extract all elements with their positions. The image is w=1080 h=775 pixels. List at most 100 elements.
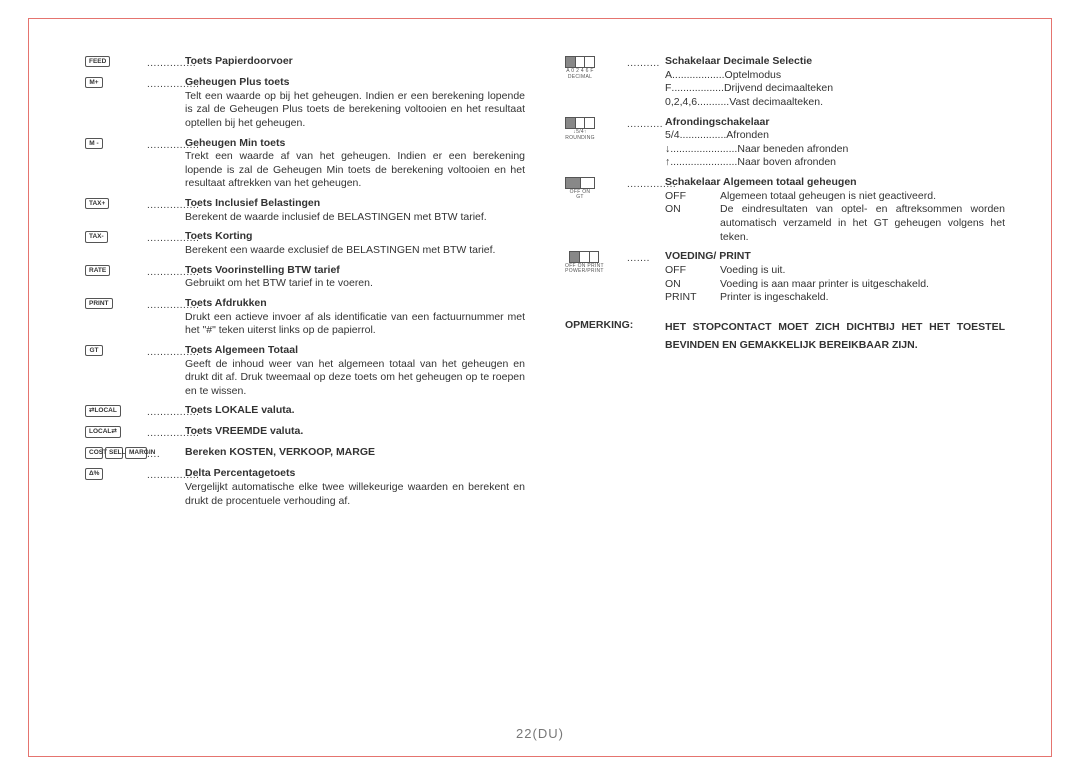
- entry-title: Afrondingschakelaar: [665, 116, 769, 128]
- dots: ................: [147, 467, 185, 508]
- entry: TAX- ................ Toets KortingBerek…: [85, 230, 525, 257]
- switch-icon: OFF ON PRINT POWER/PRINT: [565, 250, 604, 274]
- entry-body: Schakelaar Decimale Selectie A ..........…: [665, 55, 1005, 110]
- entry-body: Bereken KOSTEN, VERKOOP, MARGE: [185, 446, 525, 461]
- icon-cell: OFF ON GT: [565, 176, 627, 244]
- entry: ↓5/4↑ROUNDING ........... Afrondingschak…: [565, 116, 1005, 171]
- icon-cell: OFF ON PRINT POWER/PRINT: [565, 250, 627, 305]
- entry: A 0 2 4 6 FDECIMAL .......... Schakelaar…: [565, 55, 1005, 110]
- dots: ....: [147, 446, 185, 461]
- entry: LOCAL⇄ ................ Toets VREEMDE va…: [85, 425, 525, 440]
- content: FEED ............... Toets Papierdoorvoe…: [85, 55, 1005, 735]
- entry: FEED ............... Toets Papierdoorvoe…: [85, 55, 525, 70]
- switch-icon: OFF ON GT: [565, 176, 595, 200]
- icon-cell: A 0 2 4 6 FDECIMAL: [565, 55, 627, 110]
- key-icon: FEED: [85, 56, 110, 67]
- entry-body: Geheugen Min toetsTrekt een waarde af va…: [185, 137, 525, 192]
- icon-cell: PRINT: [85, 297, 147, 338]
- entry-title: VOEDING/ PRINT: [665, 250, 751, 262]
- key-icon: M -: [85, 138, 103, 149]
- page-number: 22(DU): [0, 726, 1080, 741]
- entry-body: Toets Voorinstelling BTW tariefGebruikt …: [185, 264, 525, 291]
- dots: ................: [147, 297, 185, 338]
- entry: GT ................ Toets Algemeen Totaa…: [85, 344, 525, 399]
- def-line: 0,2,4,6 ...........Vast decimaalteken.: [665, 96, 1005, 110]
- entry-title: Delta Percentagetoets: [185, 467, 295, 479]
- def-line: F .................. Drijvend decimaalte…: [665, 82, 1005, 96]
- left-column: FEED ............... Toets Papierdoorvoe…: [85, 55, 525, 735]
- dots: ...............: [627, 176, 665, 244]
- key-icon: TAX-: [85, 231, 108, 242]
- entry-body: Toets Papierdoorvoer: [185, 55, 525, 70]
- entry-body: Toets KortingBerekent een waarde exclusi…: [185, 230, 525, 257]
- entry-body: Geheugen Plus toetsTelt een waarde op bi…: [185, 76, 525, 131]
- icon-cell: RATE: [85, 264, 147, 291]
- entry: M - ................ Geheugen Min toetsT…: [85, 137, 525, 192]
- entry-title: Toets Algemeen Totaal: [185, 344, 298, 356]
- def-line: OFFVoeding is uit.: [665, 264, 1005, 278]
- dots: ................: [147, 425, 185, 440]
- icon-cell: ↓5/4↑ROUNDING: [565, 116, 627, 171]
- icon-cell: GT: [85, 344, 147, 399]
- key-icon: M+: [85, 77, 103, 88]
- def-line: ↑....................... Naar boven afro…: [665, 156, 1005, 170]
- entry-body: Delta PercentagetoetsVergelijkt automati…: [185, 467, 525, 508]
- dots: ................: [147, 230, 185, 257]
- entry-title: Geheugen Plus toets: [185, 76, 289, 88]
- entry-body: Toets LOKALE valuta.: [185, 404, 525, 419]
- icon-cell: ⇄LOCAL: [85, 404, 147, 419]
- entry: RATE ................ Toets Voorinstelli…: [85, 264, 525, 291]
- key-icon: TAX+: [85, 198, 109, 209]
- entry-body: Afrondingschakelaar5/4 ............... .…: [665, 116, 1005, 171]
- def-line: OFFAlgemeen totaal geheugen is niet geac…: [665, 190, 1005, 204]
- dots: ...........: [627, 116, 665, 171]
- dots: ................: [147, 264, 185, 291]
- key-icon: COST: [85, 447, 103, 458]
- switch-icon: ↓5/4↑ROUNDING: [565, 116, 595, 141]
- entry-title: Toets Papierdoorvoer: [185, 55, 293, 67]
- entry-title: Toets VREEMDE valuta.: [185, 425, 303, 437]
- icon-cell: COSTSELLMARGIN: [85, 446, 147, 461]
- entry: M+ ................ Geheugen Plus toetsT…: [85, 76, 525, 131]
- icon-cell: TAX+: [85, 197, 147, 224]
- def-line: PRINTPrinter is ingeschakeld.: [665, 291, 1005, 305]
- key-icon: Δ%: [85, 468, 103, 479]
- entry-body: Toets AfdrukkenDrukt een actieve invoer …: [185, 297, 525, 338]
- key-icon: ⇄LOCAL: [85, 405, 121, 416]
- icon-cell: Δ%: [85, 467, 147, 508]
- key-icon: PRINT: [85, 298, 113, 309]
- def-line: ONDe eindresultaten van optel- en aftrek…: [665, 203, 1005, 244]
- entry: ⇄LOCAL ................ Toets LOKALE val…: [85, 404, 525, 419]
- dots: ................: [147, 344, 185, 399]
- entry: Δ% ................ Delta Percentagetoet…: [85, 467, 525, 508]
- dots: ................: [147, 404, 185, 419]
- entry-body: Toets VREEMDE valuta.: [185, 425, 525, 440]
- opmerking-label: OPMERKING:: [565, 319, 665, 355]
- entry-body: Toets Algemeen TotaalGeeft de inhoud wee…: [185, 344, 525, 399]
- def-line: ↓....................... Naar beneden af…: [665, 143, 1005, 157]
- icon-cell: M+: [85, 76, 147, 131]
- entry: OFF ON GT ............... Schakelaar Alg…: [565, 176, 1005, 244]
- entry-title: Toets LOKALE valuta.: [185, 404, 295, 416]
- entry-title: Toets Voorinstelling BTW tarief: [185, 264, 340, 276]
- entry-title: Bereken KOSTEN, VERKOOP, MARGE: [185, 446, 375, 458]
- right-column: A 0 2 4 6 FDECIMAL .......... Schakelaar…: [565, 55, 1005, 735]
- dots: ................: [147, 137, 185, 192]
- entry: TAX+ ................ Toets Inclusief Be…: [85, 197, 525, 224]
- opmerking: OPMERKING: HET STOPCONTACT MOET ZICH DIC…: [565, 319, 1005, 355]
- key-icon: SELL: [105, 447, 123, 458]
- def-line: ONVoeding is aan maar printer is uitgesc…: [665, 278, 1005, 292]
- dots: .......: [627, 250, 665, 305]
- entry-title: Toets Afdrukken: [185, 297, 267, 309]
- entry: COSTSELLMARGIN .... Bereken KOSTEN, VERK…: [85, 446, 525, 461]
- dots: ...............: [147, 55, 185, 70]
- dots: ................: [147, 197, 185, 224]
- def-line: A .................. Optelmodus: [665, 69, 1005, 83]
- entry-body: Schakelaar Algemeen totaal geheugen OFFAl…: [665, 176, 1005, 244]
- key-icon: LOCAL⇄: [85, 426, 121, 437]
- entry-title: Schakelaar Decimale Selectie: [665, 55, 812, 67]
- icon-cell: TAX-: [85, 230, 147, 257]
- entry-title: Schakelaar Algemeen totaal geheugen: [665, 176, 857, 188]
- switch-icon: A 0 2 4 6 FDECIMAL: [565, 55, 595, 80]
- entry-title: Toets Korting: [185, 230, 252, 242]
